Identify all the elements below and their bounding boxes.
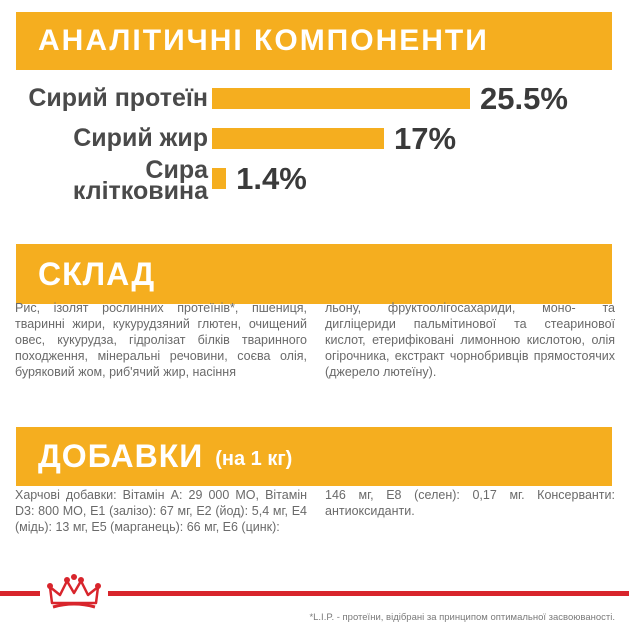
section-title-additives: ДОБАВКИ <box>38 438 204 474</box>
data-bar <box>212 128 384 149</box>
value-label: 17% <box>394 121 457 156</box>
section-title-composition: СКЛАД <box>38 255 156 292</box>
section-subtitle-additives: (на 1 кг) <box>215 448 293 470</box>
section-banner-composition: СКЛАД <box>16 244 612 304</box>
analysis-bar-chart: Сирий протеїн 25.5% Сирий жир 17% Сира клітко… <box>0 80 629 210</box>
section-banner-additives: ДОБАВКИ (на 1 кг) <box>16 427 612 486</box>
footer-red-line <box>0 591 629 596</box>
category-label: Сирий жир <box>73 124 208 152</box>
category-label: Сирий протеїн <box>28 84 208 112</box>
additives-text-right: 146 мг, E8 (селен): 0,17 мг. Консерванти… <box>325 488 615 518</box>
category-label: Сира клітковина <box>72 156 208 205</box>
footnote: *L.I.P. - протеїни, відібрані за принцип… <box>309 612 615 623</box>
composition-text-right: льону, фруктоолігосахариди, моно- та диг… <box>325 301 615 379</box>
value-label: 1.4% <box>236 161 307 196</box>
section-title-analysis: АНАЛІТИЧНІ КОМПОНЕНТИ <box>38 24 489 57</box>
value-label: 25.5% <box>480 81 568 116</box>
additives-text-left: Харчові добавки: Вітамін А: 29 000 МО, В… <box>15 488 307 534</box>
section-banner-analysis: АНАЛІТИЧНІ КОМПОНЕНТИ <box>16 12 612 70</box>
royal-canin-crown-logo <box>40 573 108 613</box>
composition-text-left: Рис, ізолят рослинних протеїнів*, пшениц… <box>15 301 307 379</box>
data-bar <box>212 168 227 189</box>
data-bar <box>212 88 470 109</box>
